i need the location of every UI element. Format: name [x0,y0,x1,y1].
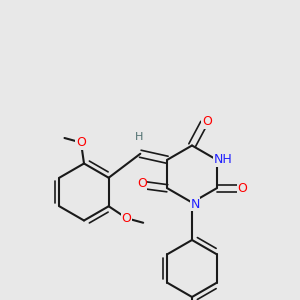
Text: O: O [202,115,212,128]
Text: O: O [137,177,147,190]
Text: O: O [237,182,247,195]
Text: NH: NH [214,153,233,166]
Text: N: N [190,197,200,211]
Text: O: O [122,212,132,225]
Text: O: O [76,136,86,149]
Text: H: H [135,132,143,142]
